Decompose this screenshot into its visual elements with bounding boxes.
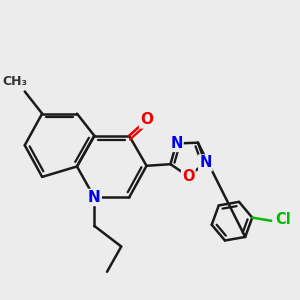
Text: Cl: Cl — [275, 212, 291, 227]
Text: O: O — [182, 169, 195, 184]
Text: CH₃: CH₃ — [3, 76, 28, 88]
Text: N: N — [199, 155, 212, 170]
Text: N: N — [170, 136, 183, 151]
Text: O: O — [140, 112, 153, 128]
Text: N: N — [88, 190, 101, 205]
